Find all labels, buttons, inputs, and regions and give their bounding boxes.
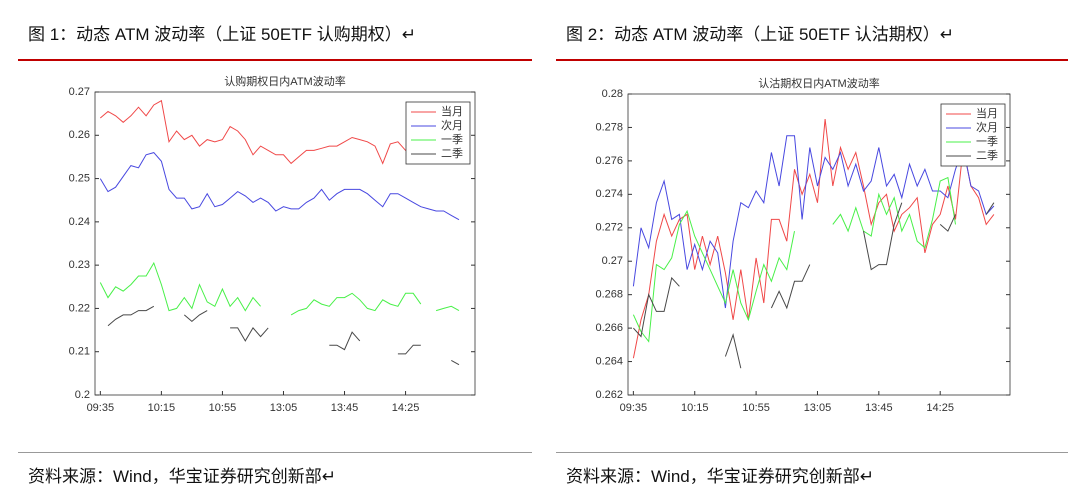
- y-tick-label: 0.26: [69, 129, 90, 141]
- y-tick-label: 0.268: [595, 289, 623, 301]
- legend-label: 次月: [976, 120, 998, 134]
- chart-title: 认购期权日内ATM波动率: [224, 74, 345, 88]
- legend-label: 一季: [976, 135, 998, 148]
- series-line: [107, 305, 460, 366]
- figure-caption: 图 2：动态 ATM 波动率（上证 50ETF 认沽期权）↵: [566, 25, 954, 44]
- series-line: [99, 152, 460, 221]
- caption-rule: [556, 59, 1068, 61]
- legend-label: 二季: [441, 147, 463, 160]
- x-tick-label: 13:45: [865, 402, 893, 414]
- y-tick-label: 0.27: [602, 255, 623, 267]
- x-tick-label: 10:55: [209, 402, 237, 414]
- y-tick-label: 0.27: [69, 86, 90, 98]
- y-tick-label: 0.21: [69, 346, 90, 358]
- y-tick-label: 0.25: [69, 172, 90, 184]
- figure-caption: 图 1：动态 ATM 波动率（上证 50ETF 认购期权）↵: [28, 25, 416, 44]
- y-tick-label: 0.266: [595, 322, 623, 334]
- series-line: [632, 176, 956, 343]
- series-line: [99, 261, 460, 316]
- y-tick-label: 0.272: [595, 222, 623, 234]
- x-tick-label: 10:15: [148, 402, 176, 414]
- source-note: 资料来源：Wind，华宝证券研究创新部↵: [28, 467, 336, 486]
- y-tick-label: 0.274: [595, 188, 623, 200]
- x-tick-label: 09:35: [620, 402, 648, 414]
- series-line: [632, 135, 995, 309]
- y-tick-label: 0.2: [75, 389, 90, 401]
- y-tick-label: 0.22: [69, 302, 90, 314]
- legend-label: 二季: [976, 149, 998, 162]
- x-tick-label: 14:25: [926, 402, 954, 414]
- x-tick-label: 09:35: [87, 402, 115, 414]
- legend-label: 当月: [976, 106, 998, 120]
- legend-label: 一季: [441, 133, 463, 146]
- source-rule: [18, 452, 532, 453]
- series-line: [633, 202, 995, 369]
- legend-label: 次月: [441, 118, 463, 132]
- series-line: [632, 119, 995, 359]
- x-tick-label: 13:05: [804, 402, 832, 414]
- source-rule: [556, 452, 1068, 453]
- source-note: 资料来源：Wind，华宝证券研究创新部↵: [566, 467, 874, 486]
- y-tick-label: 0.23: [69, 259, 90, 271]
- x-tick-label: 10:55: [742, 402, 770, 414]
- y-tick-label: 0.262: [595, 389, 623, 401]
- y-tick-label: 0.24: [69, 216, 90, 228]
- chart-title: 认沽期权日内ATM波动率: [758, 76, 879, 90]
- x-tick-label: 13:45: [331, 402, 359, 414]
- series-line: [99, 99, 460, 165]
- y-tick-label: 0.278: [595, 121, 623, 133]
- y-tick-label: 0.264: [595, 355, 623, 367]
- x-tick-label: 10:15: [681, 402, 709, 414]
- y-tick-label: 0.276: [595, 155, 623, 167]
- caption-rule: [18, 59, 532, 61]
- y-tick-label: 0.28: [602, 88, 623, 100]
- x-tick-label: 14:25: [392, 402, 420, 414]
- legend-label: 当月: [441, 104, 463, 118]
- x-tick-label: 13:05: [270, 402, 298, 414]
